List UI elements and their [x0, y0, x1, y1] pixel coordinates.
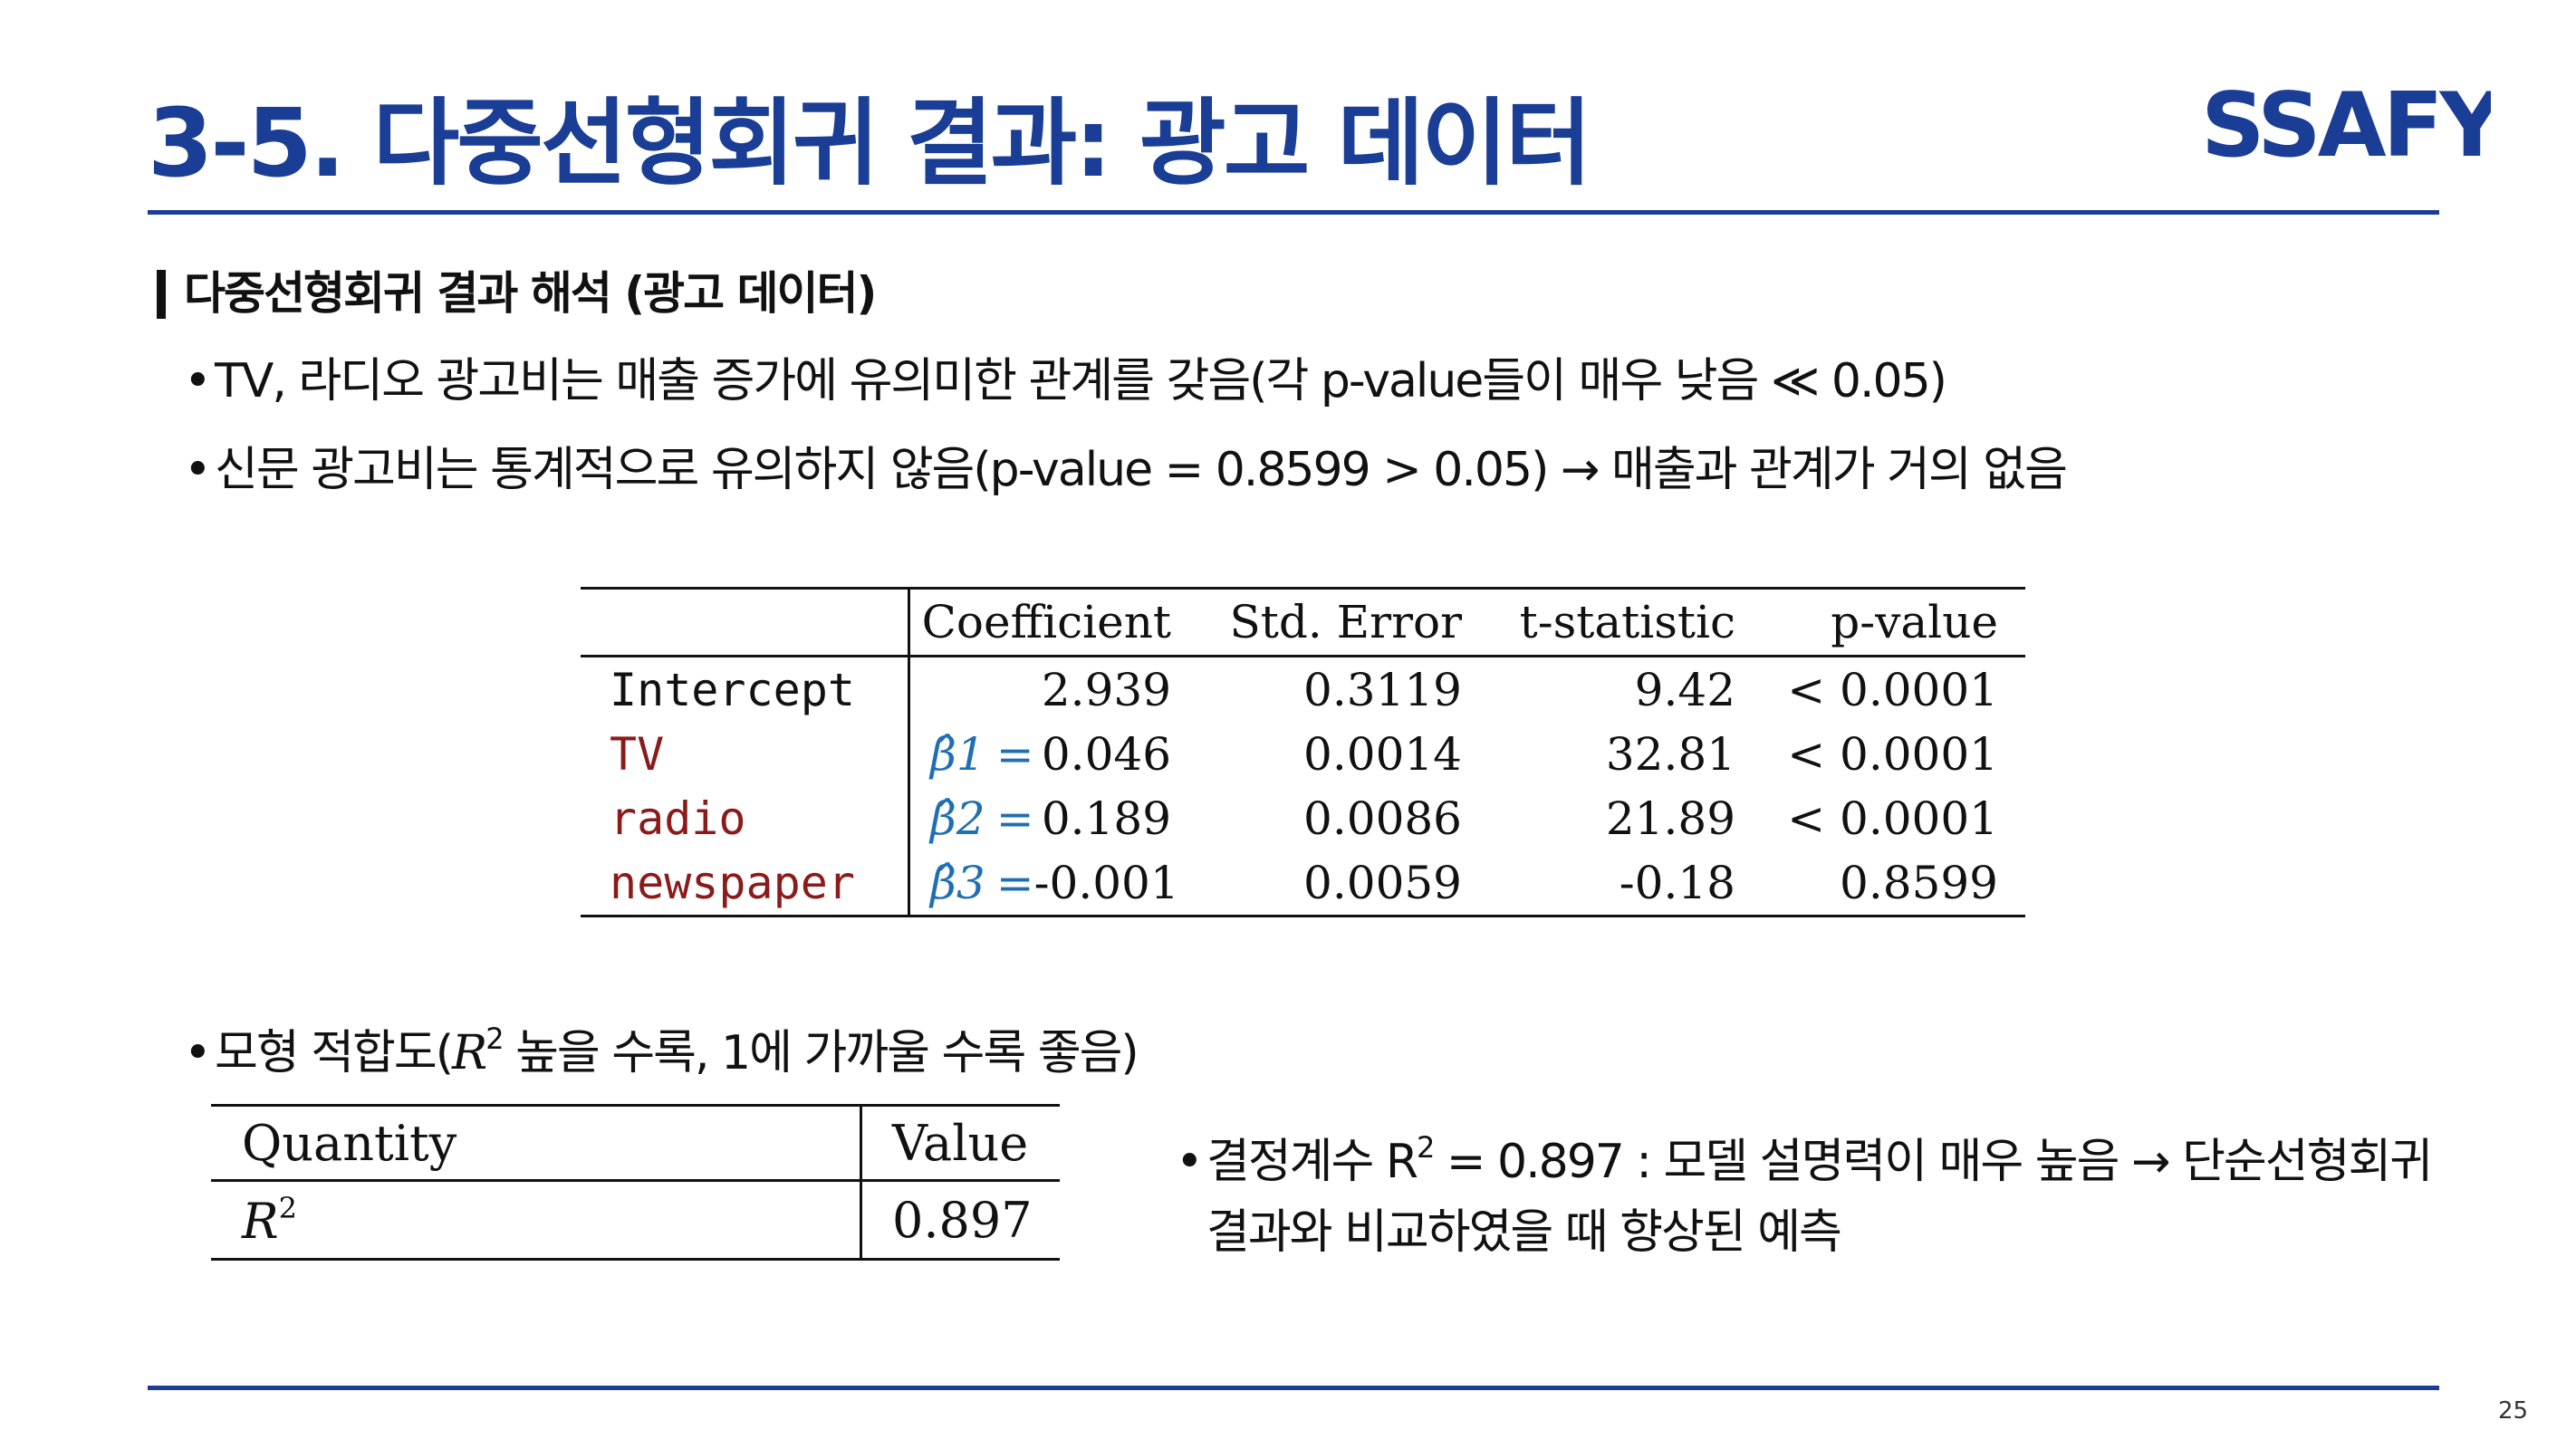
std-error: 0.0086	[1303, 792, 1462, 845]
fit-prefix: 모형 적합도(	[215, 1026, 454, 1080]
r-superscript: 2	[278, 1190, 298, 1225]
p-value: < 0.0001	[1787, 727, 1998, 781]
slide-title: 3-5. 다중선형회귀 결과: 광고 데이터	[148, 88, 1592, 198]
bullet-text: TV, 라디오 광고비는 매출 증가에 유의미한 관계를 갖음(각 p-valu…	[215, 354, 1947, 408]
bullet-newspaper: • 신문 광고비는 통계적으로 유의하지 않음(p-value = 0.8599 …	[184, 438, 2068, 502]
bullet-dot: •	[184, 1026, 212, 1080]
beta-label: β̂2	[930, 792, 985, 845]
coefficient-value: 0.046	[1041, 727, 1171, 781]
bullet-dot: •	[184, 443, 212, 497]
table-row: newspaper β̂3 = -0.001 0.0059 -0.18 0.8599	[581, 850, 2025, 917]
r-symbol: R	[242, 1192, 279, 1250]
value-cell: 0.897	[860, 1180, 1060, 1261]
r2-superscript: 2	[1417, 1130, 1435, 1165]
table-row: R2 0.897	[211, 1180, 1060, 1261]
regression-table: Coefficient Std. Error t-statistic p-val…	[581, 587, 2025, 917]
beta-symbol: β̂3 =	[910, 857, 1034, 909]
fit-suffix: 높을 수록, 1에 가까울 수록 좋음)	[502, 1026, 1139, 1080]
variable-name: TV	[581, 722, 910, 786]
t-statistic: 9.42	[1634, 663, 1735, 716]
p-value: < 0.0001	[1787, 663, 1998, 716]
header-coefficient: Coefficient	[908, 587, 1175, 657]
regression-header-row: Coefficient Std. Error t-statistic p-val…	[581, 587, 2025, 657]
std-error: 0.0014	[1303, 727, 1462, 781]
ssafy-logo: SSAFY	[2201, 80, 2491, 170]
header-value: Value	[860, 1104, 1060, 1182]
bullet-r2-continuation: 결과와 비교하였을 때 향상된 예측	[1206, 1205, 1842, 1260]
beta-label: β̂1	[930, 727, 985, 781]
bullet-model-fit: • 모형 적합도(R2 높을 수록, 1에 가까울 수록 좋음)	[184, 1007, 1139, 1085]
page-number: 25	[2498, 1397, 2529, 1425]
coefficient-value: 0.189	[1041, 792, 1171, 845]
table-row: radio β̂2 = 0.189 0.0086 21.89 < 0.0001	[581, 786, 2025, 850]
r-superscript: 2	[485, 1022, 504, 1056]
coefficient: β̂2 = 0.189	[909, 786, 1176, 850]
bullet-tv-radio: • TV, 라디오 광고비는 매출 증가에 유의미한 관계를 갖음(각 p-val…	[184, 350, 1947, 413]
variable-name: Intercept	[581, 656, 910, 722]
header-t-statistic: t-statistic	[1466, 587, 1739, 657]
r2-suffix: = 0.897 : 모델 설명력이 매우 높음 → 단순선형회귀	[1433, 1135, 2433, 1189]
equals-sign: =	[995, 792, 1034, 845]
coefficient-value: -0.001	[1033, 856, 1179, 909]
logo-wordmark: SSAFY	[2201, 80, 2491, 170]
fit-table: Quantity Value R2 0.897	[211, 1104, 1060, 1261]
header-quantity: Quantity	[211, 1104, 862, 1182]
beta-symbol: β̂2 =	[910, 792, 1034, 845]
header-blank	[581, 587, 910, 657]
t-statistic: 21.89	[1605, 792, 1735, 845]
equals-sign: =	[995, 856, 1034, 909]
bullet-dot: •	[1176, 1135, 1204, 1189]
beta-label: β̂3	[930, 856, 985, 909]
std-error: 0.3119	[1303, 663, 1462, 716]
header-std-error: Std. Error	[1175, 587, 1466, 657]
r2-prefix: 결정계수 R	[1206, 1135, 1418, 1189]
r-symbol: R	[452, 1026, 487, 1080]
p-value: < 0.0001	[1787, 792, 1998, 845]
title-divider	[148, 210, 2439, 215]
bullet-r2: • 결정계수 R2 = 0.897 : 모델 설명력이 매우 높음 → 단순선형회…	[1176, 1116, 2433, 1194]
variable-name: radio	[581, 786, 910, 850]
std-error: 0.0059	[1175, 850, 1466, 917]
t-statistic: 32.81	[1605, 727, 1735, 781]
table-row: TV β̂1 = 0.046 0.0014 32.81 < 0.0001	[581, 722, 2025, 786]
coefficient: 2.939	[909, 657, 1176, 723]
bullet-dot: •	[184, 354, 212, 408]
coefficient: β̂1 = 0.046	[909, 722, 1176, 786]
footer-divider	[148, 1386, 2439, 1390]
bullet-text: 신문 광고비는 통계적으로 유의하지 않음(p-value = 0.8599 >…	[215, 443, 2068, 497]
fit-header-row: Quantity Value	[211, 1104, 1060, 1182]
quantity-cell: R2	[211, 1180, 862, 1261]
section-marker	[157, 270, 166, 319]
coefficient-value: 2.939	[1041, 663, 1171, 716]
section-heading: 다중선형회귀 결과 해석 (광고 데이터)	[184, 267, 877, 320]
header-p-value: p-value	[1739, 587, 2025, 657]
variable-name: newspaper	[581, 850, 910, 917]
coefficient: β̂3 = -0.001	[908, 850, 1179, 917]
equals-sign: =	[995, 727, 1034, 781]
beta-symbol: β̂1 =	[910, 728, 1034, 781]
p-value: 0.8599	[1739, 850, 2025, 917]
t-statistic: -0.18	[1466, 850, 1739, 917]
table-row: Intercept 2.939 0.3119 9.42 < 0.0001	[581, 656, 2025, 723]
